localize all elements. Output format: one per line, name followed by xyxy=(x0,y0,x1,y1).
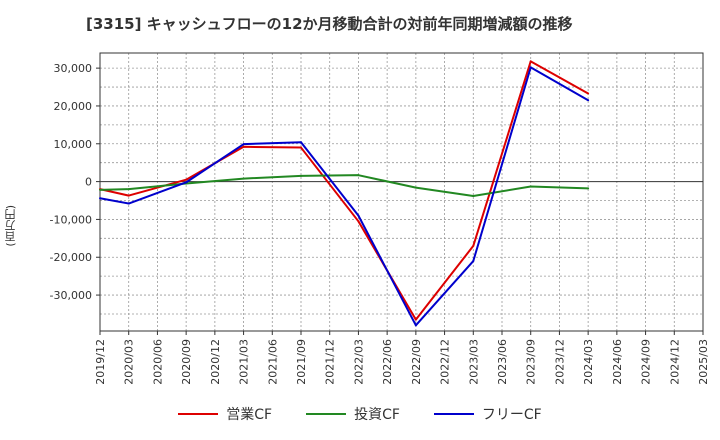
x-tick-label: 2022/03 xyxy=(352,339,365,385)
series-line-1 xyxy=(99,174,589,197)
data-point xyxy=(242,145,245,148)
legend-item-operating: 営業CF xyxy=(178,404,272,424)
x-tick-label: 2024/12 xyxy=(668,339,681,385)
legend-swatch-free xyxy=(433,413,474,415)
chart-title: [3315] キャッシュフローの12か月移動合計の対前年同期増減額の推移 xyxy=(86,15,573,33)
data-point xyxy=(300,174,302,177)
legend-label-investing: 投資CF xyxy=(354,407,400,423)
x-tick-label: 2020/03 xyxy=(123,339,136,385)
y-tick-label: -10,000 xyxy=(50,213,92,226)
y-tick-label: 0 xyxy=(85,176,92,189)
series-line-0 xyxy=(99,60,589,321)
legend-item-free: フリーCF xyxy=(433,404,542,424)
data-point xyxy=(357,214,360,217)
x-tick-label: 2021/03 xyxy=(238,339,251,385)
legend-label-free: フリーCF xyxy=(481,407,542,423)
data-point xyxy=(472,244,475,247)
data-point xyxy=(242,177,245,180)
data-point xyxy=(185,181,188,184)
data-point xyxy=(127,188,130,191)
x-tick-label: 2021/09 xyxy=(295,339,308,385)
legend-item-investing: 投資CF xyxy=(306,404,400,424)
data-point xyxy=(587,92,590,95)
legend-label-operating: 営業CF xyxy=(226,407,273,423)
plot-frame xyxy=(99,52,704,332)
x-tick-label: 2020/12 xyxy=(209,339,222,385)
legend: 営業CF 投資CF フリーCF xyxy=(0,404,720,424)
data-point xyxy=(127,194,130,197)
legend-swatch-investing xyxy=(306,413,347,415)
x-tick-label: 2023/03 xyxy=(467,339,480,385)
data-point xyxy=(414,186,417,189)
y-tick-label: -30,000 xyxy=(50,289,92,302)
data-point xyxy=(587,99,590,102)
data-point xyxy=(357,220,360,223)
data-point xyxy=(472,194,475,197)
x-tick-label: 2020/09 xyxy=(180,339,193,385)
data-point xyxy=(414,324,417,327)
y-tick-label: 10,000 xyxy=(54,138,93,151)
data-point xyxy=(99,188,101,191)
x-tick-label: 2022/06 xyxy=(381,339,394,385)
data-point xyxy=(529,66,532,69)
data-point xyxy=(300,146,302,149)
y-tick-label: 20,000 xyxy=(54,100,93,113)
x-tick-label: 2019/12 xyxy=(94,339,107,385)
legend-swatch-operating xyxy=(178,413,219,415)
x-tick-label: 2025/03 xyxy=(697,339,710,385)
series-line-2 xyxy=(99,66,589,327)
x-tick-label: 2021/06 xyxy=(266,339,279,385)
data-point xyxy=(529,185,532,188)
plot-background xyxy=(100,53,703,331)
x-tick-label: 2020/06 xyxy=(151,339,164,385)
x-tick-label: 2024/03 xyxy=(582,339,595,385)
x-tick-label: 2021/12 xyxy=(324,339,337,385)
x-tick-label: 2023/09 xyxy=(525,339,538,385)
data-point xyxy=(529,60,532,63)
x-tick-label: 2023/12 xyxy=(553,339,566,385)
data-point xyxy=(127,202,130,205)
y-tick-label: -20,000 xyxy=(50,251,92,264)
x-tick-label: 2023/06 xyxy=(496,339,509,385)
data-point xyxy=(99,197,101,200)
data-point xyxy=(587,187,590,190)
x-tick-label: 2024/06 xyxy=(611,339,624,385)
data-point xyxy=(472,260,475,263)
y-tick-label: 30,000 xyxy=(54,62,93,75)
data-point xyxy=(185,178,188,181)
data-point xyxy=(357,174,360,177)
x-tick-label: 2022/12 xyxy=(439,339,452,385)
x-tick-label: 2022/09 xyxy=(410,339,423,385)
data-point xyxy=(242,143,245,146)
data-point xyxy=(414,318,417,321)
data-point xyxy=(300,141,302,144)
x-tick-label: 2024/09 xyxy=(640,339,653,385)
